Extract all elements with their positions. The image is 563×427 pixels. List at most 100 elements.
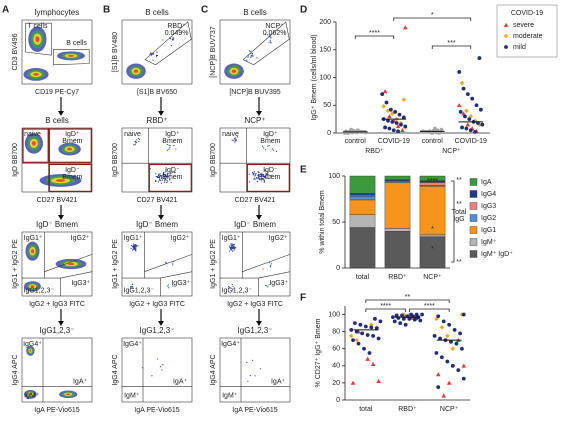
- event-dot: [261, 178, 263, 180]
- significance-label: ****: [424, 303, 435, 310]
- event-dot: [137, 245, 139, 247]
- data-point: [409, 312, 414, 317]
- gate-label: Bmem: [162, 174, 182, 181]
- plot-title: B cells: [145, 8, 169, 17]
- gate: [48, 163, 92, 192]
- legend-swatch: [469, 214, 478, 222]
- event-dot: [234, 247, 237, 249]
- arrow-head: [256, 215, 262, 220]
- event-dot: [228, 250, 231, 252]
- event-dot: [172, 285, 174, 287]
- gate-label: IgD⁺: [263, 131, 278, 138]
- data-point: [432, 334, 437, 338]
- arrow-head: [58, 321, 64, 326]
- event-dot: [157, 181, 160, 183]
- y-axis-label: % CD27⁺ IgG⁺ Bmem: [315, 318, 322, 387]
- event-dot: [165, 262, 167, 264]
- legend-swatch: [469, 250, 478, 258]
- data-point: [395, 124, 401, 129]
- event-dot: [234, 248, 236, 250]
- event-dot: [268, 284, 270, 286]
- bar-segment: [419, 185, 446, 236]
- event-dot: [271, 148, 273, 150]
- arrow-head: [158, 321, 164, 326]
- event-dot: [264, 176, 266, 178]
- data-point: [465, 92, 470, 97]
- data-point: [461, 86, 466, 91]
- event-dot: [260, 178, 262, 180]
- event-dot: [248, 50, 250, 52]
- gate-label: IgA⁺: [73, 378, 88, 385]
- event-dot: [234, 139, 236, 141]
- event-dot: [165, 178, 167, 181]
- event-dot: [270, 174, 272, 177]
- x-axis-label: CD19 PE-Cy7: [35, 89, 79, 96]
- gate-label: IgG4⁺: [23, 341, 42, 348]
- data-point: [459, 80, 465, 86]
- significance-label: ****: [427, 178, 438, 185]
- gate-label: IgG3⁺: [71, 280, 90, 287]
- event-dot: [133, 244, 136, 246]
- event-dot: [251, 171, 254, 174]
- y-axis-label: IgG1 + IgG2 PE: [12, 239, 19, 289]
- gate-label: IgG2⁺: [269, 235, 288, 242]
- data-point: [432, 126, 437, 131]
- event-dot: [162, 171, 165, 174]
- gate: [242, 21, 290, 66]
- data-point: [447, 322, 452, 327]
- event-dot: [270, 41, 272, 43]
- event-dot: [169, 38, 171, 40]
- data-point: [398, 321, 403, 325]
- event-dot: [155, 173, 157, 175]
- y-tick-label: 100: [319, 74, 331, 81]
- event-dot: [159, 366, 161, 368]
- arrow-head: [256, 111, 262, 116]
- data-point: [374, 326, 379, 331]
- event-dot: [131, 245, 134, 248]
- gate-label: T cells: [27, 23, 48, 30]
- bar-segment: [419, 234, 446, 237]
- x-axis-label: IgG2 + IgG3 FITC: [29, 301, 85, 308]
- event-dot: [263, 169, 266, 171]
- bracket-label: IgG: [453, 216, 464, 223]
- event-dot: [134, 140, 136, 142]
- gate-label: IgD⁺: [65, 131, 80, 138]
- event-dot: [230, 243, 232, 245]
- data-point: [474, 103, 479, 108]
- event-dot: [266, 173, 268, 175]
- bar-segment: [384, 230, 411, 269]
- data-point: [369, 325, 374, 330]
- gate-label: IgM⁺: [124, 392, 140, 399]
- event-dot: [150, 52, 152, 54]
- y-tick-label: 80: [332, 328, 340, 335]
- event-dot: [129, 286, 132, 288]
- event-dot: [251, 54, 254, 56]
- bar-segment: [349, 227, 376, 269]
- data-point: [435, 372, 441, 377]
- inbar-mark: *: [431, 246, 434, 253]
- event-dot: [232, 288, 234, 290]
- event-dot: [169, 178, 171, 180]
- panel-letter: D: [300, 5, 307, 16]
- event-dot: [164, 180, 166, 182]
- event-dot: [133, 248, 135, 250]
- data-point: [504, 45, 508, 49]
- density: [67, 147, 73, 151]
- data-point: [400, 127, 405, 133]
- data-point: [439, 127, 444, 132]
- data-point: [394, 121, 399, 125]
- event-dot: [166, 149, 169, 151]
- legend-label: IgM⁺ IgD⁺: [481, 251, 513, 258]
- event-dot: [246, 59, 248, 61]
- x-axis-label: IgA PE-Vio615: [232, 407, 278, 414]
- data-point: [480, 122, 485, 127]
- event-dot: [160, 176, 162, 178]
- data-point: [400, 313, 404, 318]
- event-dot: [131, 286, 134, 288]
- event-dot: [153, 53, 155, 55]
- plot-title: B cells: [243, 8, 267, 17]
- y-axis-label: [NCP]B BUV737: [210, 26, 217, 77]
- plot-title: IgD⁻ Bmem: [234, 220, 276, 229]
- y-tick-label: 50: [323, 102, 331, 109]
- event-dot: [163, 174, 165, 176]
